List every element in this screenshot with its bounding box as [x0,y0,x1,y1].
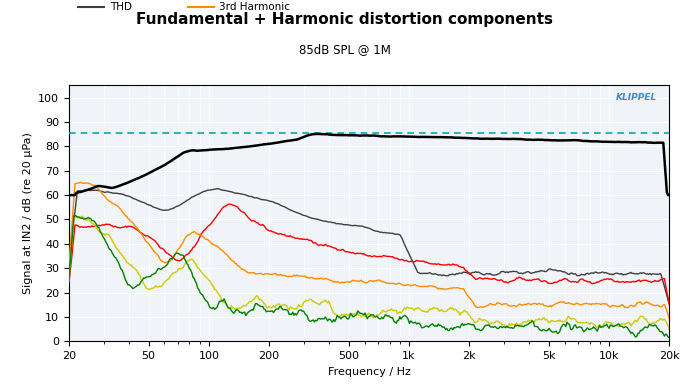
X-axis label: Frequency / Hz: Frequency / Hz [328,367,411,377]
Legend: Fundamental, THD, 2nd Harmonic, 3rd Harmonic, 4th, 5th, Fund. mean (200 to 8000 : Fundamental, THD, 2nd Harmonic, 3rd Harm… [75,0,609,17]
Y-axis label: Signal at IN2 / dB (re 20 μPa): Signal at IN2 / dB (re 20 μPa) [23,132,32,294]
Text: Fundamental + Harmonic distortion components: Fundamental + Harmonic distortion compon… [137,12,553,27]
Text: KLIPPEL: KLIPPEL [616,93,658,102]
Text: 85dB SPL @ 1M: 85dB SPL @ 1M [299,43,391,56]
